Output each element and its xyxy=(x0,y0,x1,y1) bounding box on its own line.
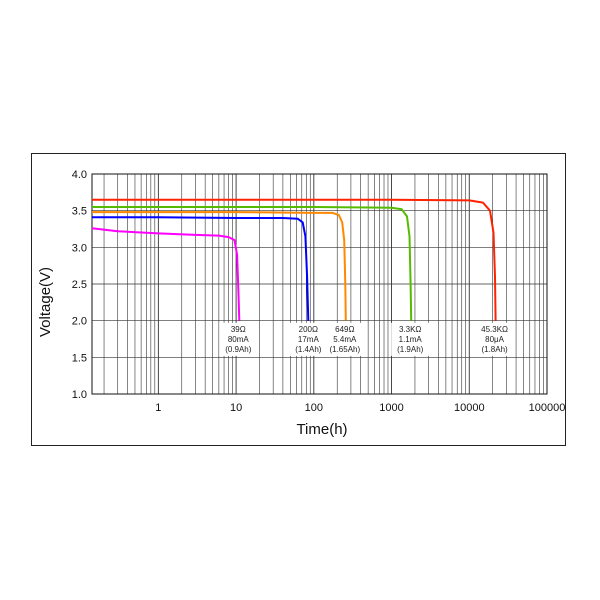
chart-frame: 39Ω 80mA (0.9Ah) 200Ω 17mA (1.4Ah) 649Ω 5.4mA (1… xyxy=(31,153,566,446)
annotation-text-2: 17mA xyxy=(298,335,320,344)
annotation-text-5: 80μA xyxy=(485,335,505,344)
y-tick-label: 1.0 xyxy=(72,389,87,401)
y-tick-label: 3.5 xyxy=(72,206,87,218)
annotation-text-4: 1.1mA xyxy=(399,335,423,344)
voltage-time-chart: 39Ω80mA(0.9Ah)200Ω17mA(1.4Ah)649Ω5.4mA(1… xyxy=(37,169,566,438)
annotation-text-5: 45.3KΩ xyxy=(481,325,508,334)
series-lines xyxy=(91,198,497,321)
annotation-text-2: 200Ω xyxy=(299,325,318,334)
y-tick-label: 3.0 xyxy=(72,242,87,254)
plot-border xyxy=(91,173,548,395)
series-line-2 xyxy=(92,216,310,321)
y-tick-label: 1.5 xyxy=(72,352,87,364)
x-tick-label: 10000 xyxy=(454,402,485,414)
annotation-background xyxy=(219,322,258,356)
annotation-text-5: (1.8Ah) xyxy=(481,345,508,354)
x-tick-label: 1000 xyxy=(379,402,403,414)
series-line-4 xyxy=(92,206,413,321)
annotation-text-1: 39Ω xyxy=(231,325,246,334)
annotation-text-4: 3.3KΩ xyxy=(399,325,421,334)
y-tick-label: 2.0 xyxy=(72,316,87,328)
annotation-background xyxy=(325,322,364,356)
series-line-3 xyxy=(92,211,347,321)
annotation-text-4: (1.9Ah) xyxy=(397,345,424,354)
annotation-text-2: (1.4Ah) xyxy=(295,345,322,354)
annotation-background xyxy=(289,322,328,356)
annotation-background xyxy=(475,322,514,356)
y-axis-label: Voltage(V) xyxy=(37,267,54,337)
x-tick-label: 100000 xyxy=(529,402,566,414)
annotation-text-1: (0.9Ah) xyxy=(225,345,252,354)
x-tick-label: 100 xyxy=(305,402,323,414)
annotation-text-3: 649Ω xyxy=(335,325,354,334)
annotation-text-1: 80mA xyxy=(228,335,250,344)
y-tick-label: 4.0 xyxy=(72,169,87,181)
x-tick-label: 10 xyxy=(230,402,242,414)
annotation-text-3: (1.65Ah) xyxy=(329,345,360,354)
tick-labels: 4.0 3.5 3.0 2.5 2.0 1.5 1.0 1 10 100 1000 10000 1000… xyxy=(72,169,566,414)
annotation-background xyxy=(391,322,430,356)
series-line-5 xyxy=(92,198,497,321)
x-axis-label: Time(h) xyxy=(296,421,347,438)
annotation-text-3: 5.4mA xyxy=(333,335,357,344)
series-annotations: 39Ω80mA(0.9Ah)200Ω17mA(1.4Ah)649Ω5.4mA(1… xyxy=(219,322,514,356)
grid xyxy=(91,173,548,395)
y-tick-label: 2.5 xyxy=(72,279,87,291)
x-tick-label: 1 xyxy=(155,402,161,414)
series-line-1 xyxy=(91,227,241,321)
